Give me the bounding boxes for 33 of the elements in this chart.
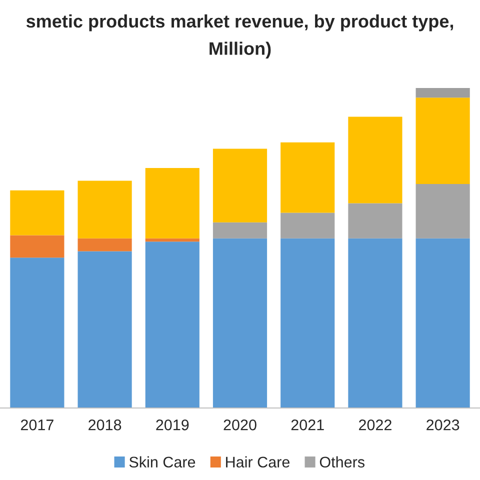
legend-label: Hair Care — [226, 456, 290, 468]
bar — [280, 142, 335, 213]
bar — [10, 190, 64, 236]
bar — [145, 168, 200, 238]
bar — [348, 238, 402, 408]
legend-label: Skin Care — [129, 456, 196, 468]
bar — [416, 184, 470, 238]
x-tick-label: 2019 — [156, 420, 189, 430]
bar — [416, 88, 470, 98]
x-tick-label: 2017 — [20, 420, 54, 430]
bar — [145, 242, 200, 408]
chart-title: smetic products market revenue, by product type, Million) — [26, 14, 454, 59]
x-tick-label: 2022 — [358, 420, 392, 430]
bar — [212, 148, 268, 222]
bar — [280, 238, 335, 408]
bar — [10, 258, 64, 408]
bar — [10, 235, 64, 258]
bar — [348, 116, 402, 204]
bar — [145, 238, 200, 242]
bar — [280, 212, 335, 238]
bar — [78, 180, 132, 238]
bar — [348, 203, 402, 238]
x-tick-label: 2018 — [88, 420, 122, 430]
bar — [78, 251, 132, 408]
x-tick-label: 2023 — [426, 420, 460, 430]
x-tick-label: 2021 — [291, 420, 324, 430]
bar — [416, 238, 470, 408]
legend-label: Others — [320, 456, 364, 468]
x-tick-label: 2020 — [224, 420, 256, 430]
bar — [212, 238, 268, 408]
bar — [416, 98, 470, 184]
bar — [212, 222, 268, 238]
bar — [78, 238, 132, 252]
